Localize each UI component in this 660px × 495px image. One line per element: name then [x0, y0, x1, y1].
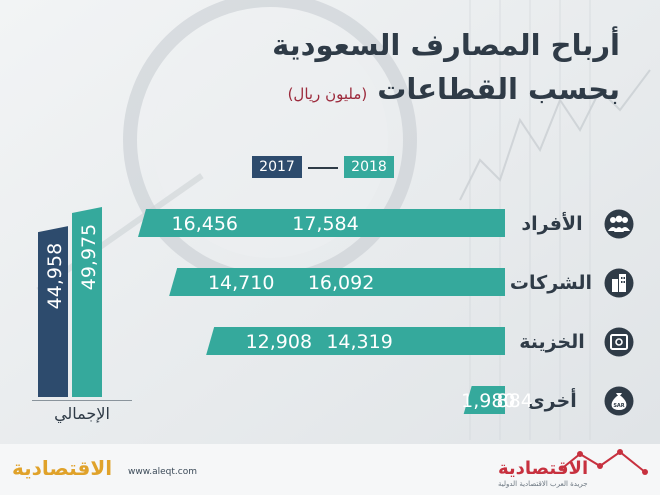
value-label-2017-0: 16,456 [172, 213, 238, 235]
svg-text:SAR: SAR [613, 403, 624, 409]
category-label-treasury: الخزينة [519, 331, 585, 353]
footer-band [0, 444, 660, 495]
category-label-corporate: الشركات [509, 272, 592, 294]
chart-subtitle: بحسب القطاعات (مليون ريال) [288, 72, 620, 106]
bar-2018-2 [206, 327, 505, 355]
bar-2018-3 [463, 386, 505, 414]
unit-label: (مليون ريال) [287, 85, 368, 103]
legend-2018: 2018 [344, 156, 394, 178]
logo-left: الاقتصادية [12, 456, 113, 480]
legend-2017: 2017 [252, 156, 302, 178]
buildings-icon [604, 268, 634, 298]
total-label: الإجمالي [32, 400, 132, 423]
bar-2018-0 [138, 209, 505, 237]
value-label-2018-0: 17,584 [292, 213, 358, 235]
chart-subtitle-text: بحسب القطاعات [377, 72, 620, 106]
value-label-2017-1: 14,710 [208, 272, 274, 294]
legend-divider [308, 167, 338, 169]
website-url[interactable]: www.aleqt.com [128, 467, 197, 477]
safe-icon [604, 327, 634, 357]
logo-right: الاقتصادية [498, 458, 589, 479]
people-icon [604, 209, 634, 239]
value-label-2017-3: 884 [497, 390, 533, 412]
total-bar-2018 [72, 207, 102, 397]
value-label-2018-2: 14,319 [326, 331, 392, 353]
money-bag-icon: SAR [604, 386, 634, 416]
value-label-2018-3: 1,980 [461, 390, 515, 412]
logo-subtitle: جريدة العرب الاقتصادية الدولية [498, 480, 588, 488]
total-value-label-2018: 49,975 [78, 224, 100, 290]
value-label-2017-2: 12,908 [246, 331, 312, 353]
category-label-other: أخرى [527, 390, 577, 412]
total-value-label-2017: 44,958 [44, 243, 66, 309]
chart-title: أرباح المصارف السعودية [272, 28, 620, 62]
total-bar-2017 [38, 226, 68, 397]
value-label-2018-1: 16,092 [308, 272, 374, 294]
bar-2018-1 [169, 268, 505, 296]
category-label-individuals: الأفراد [521, 213, 583, 235]
